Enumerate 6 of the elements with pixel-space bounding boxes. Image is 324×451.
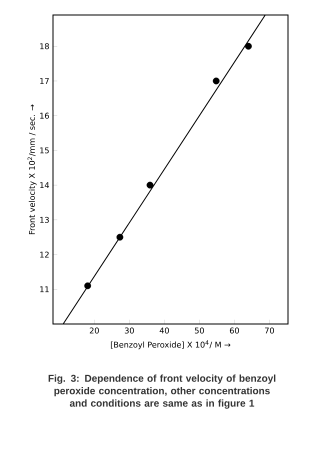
point	[84, 282, 92, 290]
point	[146, 182, 154, 189]
point	[116, 234, 124, 241]
point	[245, 42, 252, 50]
point	[212, 78, 220, 84]
caption: Fig. 3: Dependence of front velocity of benzoyl peroxide concentration, other concentrations and conditions are same as in figure 1	[48, 374, 276, 409]
